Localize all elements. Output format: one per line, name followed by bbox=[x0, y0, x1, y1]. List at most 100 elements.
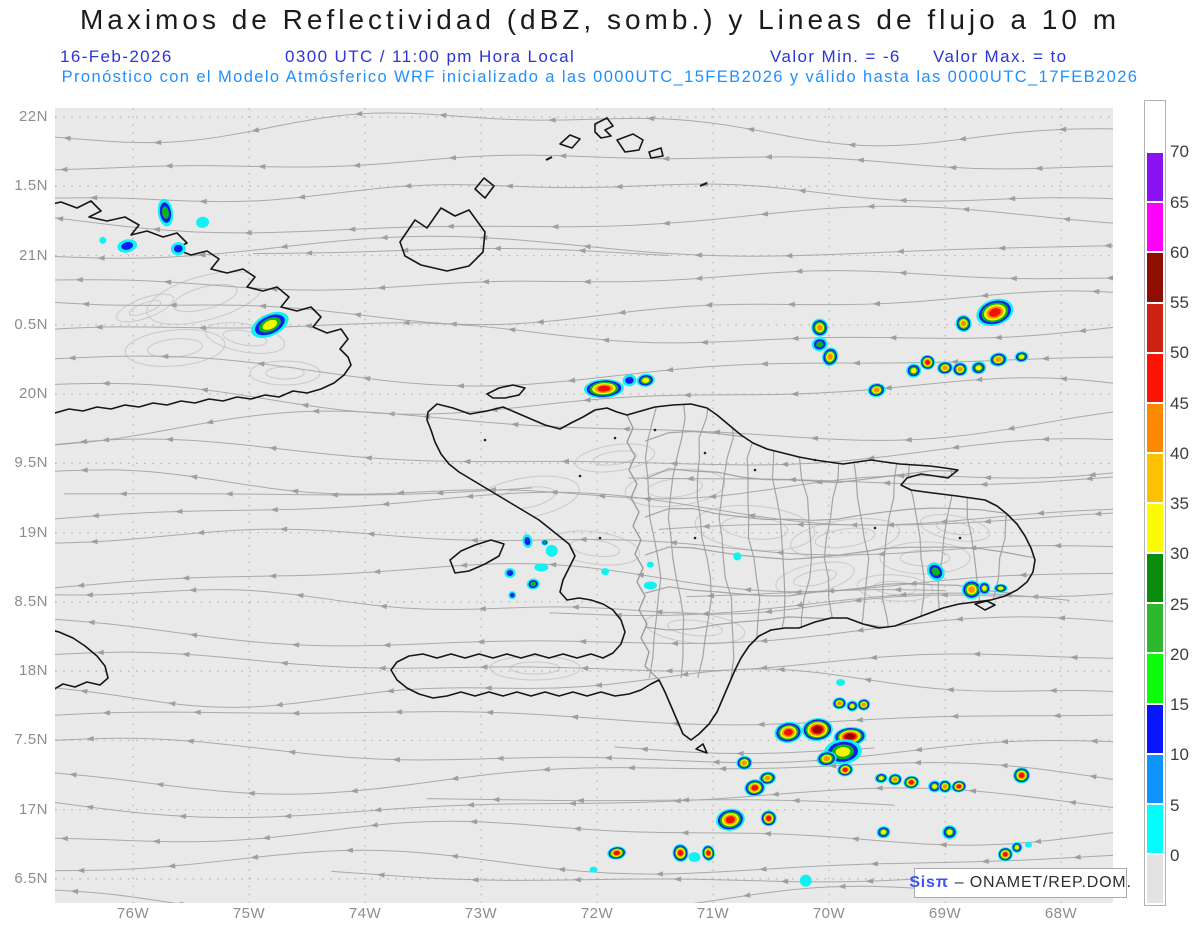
storm-cell bbox=[811, 337, 828, 352]
storm-cell bbox=[903, 775, 920, 789]
colorbar-tick-label: 25 bbox=[1170, 594, 1189, 614]
storm-cell bbox=[196, 216, 210, 228]
storm-cell bbox=[822, 347, 839, 367]
storm-cell bbox=[857, 698, 871, 711]
colorbar-tick-label: 60 bbox=[1170, 242, 1189, 262]
lat-tick-label: 19N bbox=[18, 523, 48, 541]
colorbar-cell bbox=[1147, 453, 1163, 502]
lon-tick-label: 68W bbox=[1044, 905, 1078, 922]
colorbar-cell bbox=[1147, 153, 1163, 202]
storm-cell bbox=[952, 362, 968, 377]
colorbar-cell bbox=[1147, 854, 1163, 903]
colorbar-cell bbox=[1147, 353, 1163, 402]
storm-cell bbox=[545, 544, 558, 557]
colorbar-tick-label: 15 bbox=[1170, 695, 1189, 714]
colorbar-cell bbox=[1147, 103, 1163, 152]
colorbar-tick-label: 30 bbox=[1170, 544, 1189, 564]
storm-cell bbox=[583, 379, 624, 399]
lat-tick-label: 20N bbox=[18, 385, 48, 403]
storm-cell bbox=[774, 721, 803, 743]
storm-cell bbox=[541, 539, 549, 546]
lon-tick-label: 72W bbox=[580, 905, 614, 922]
colorbar-cell bbox=[1147, 203, 1163, 252]
storm-cell bbox=[926, 562, 945, 581]
lon-tick-label: 73W bbox=[464, 905, 498, 922]
colorbar-cell bbox=[1147, 704, 1163, 753]
storm-cell bbox=[607, 846, 627, 860]
storm-cell bbox=[157, 198, 174, 227]
storm-cell bbox=[837, 763, 854, 777]
lon-tick-label: 76W bbox=[116, 905, 150, 922]
colorbar-cell bbox=[1147, 654, 1163, 703]
colorbar-tick-label: 45 bbox=[1170, 393, 1189, 413]
coastlines-layer bbox=[55, 117, 1036, 754]
storm-cell bbox=[938, 779, 952, 793]
storm-cell bbox=[701, 844, 715, 861]
lat-tick-label: 21N bbox=[18, 246, 48, 264]
streamlines-layer bbox=[55, 111, 1113, 903]
storm-cell bbox=[906, 363, 922, 378]
lat-tick-label: 6.5N bbox=[14, 869, 48, 887]
lon-tick-label: 70W bbox=[812, 905, 846, 922]
storm-cell bbox=[1025, 841, 1033, 848]
map-svg bbox=[55, 108, 1113, 903]
storm-cell bbox=[867, 382, 886, 398]
storm-cell bbox=[971, 361, 987, 375]
storm-cell bbox=[170, 242, 186, 256]
lon-tick-label: 75W bbox=[232, 905, 266, 922]
storm-cell bbox=[601, 568, 610, 576]
storm-cell bbox=[117, 239, 138, 253]
storm-cell bbox=[928, 780, 942, 793]
storm-cell bbox=[1013, 767, 1031, 784]
storm-cell bbox=[937, 361, 953, 375]
map-canvas bbox=[55, 108, 1113, 903]
storm-cell bbox=[715, 808, 745, 831]
storm-cell bbox=[508, 591, 517, 600]
issued-date: 16-Feb-2026 bbox=[60, 47, 173, 66]
lon-tick-label: 74W bbox=[348, 905, 382, 922]
storm-cell bbox=[989, 352, 1008, 367]
lat-tick-label: 17N bbox=[18, 800, 48, 818]
storm-cell bbox=[876, 826, 891, 839]
colorbar-tick-label: 40 bbox=[1170, 443, 1189, 463]
storm-cell bbox=[978, 581, 991, 595]
valor-max: Valor Max. = to bbox=[933, 47, 1068, 66]
storm-cell bbox=[622, 374, 637, 387]
storm-cell bbox=[997, 847, 1013, 862]
lat-tick-label: 8.5N bbox=[14, 592, 48, 610]
storm-cell bbox=[736, 755, 753, 770]
storm-cell bbox=[816, 751, 837, 767]
storm-cell bbox=[1014, 351, 1029, 363]
colorbar-tick-label: 65 bbox=[1170, 192, 1189, 212]
lon-tick-label: 69W bbox=[928, 905, 962, 922]
reflectivity-cells-layer bbox=[99, 198, 1033, 887]
storm-cell bbox=[955, 315, 972, 333]
storm-cell bbox=[643, 581, 657, 590]
colorbar-cell bbox=[1147, 754, 1163, 803]
watermark-text: – ONAMET/REP.DOM. bbox=[954, 874, 1132, 891]
storm-cell bbox=[976, 298, 1014, 327]
colorbar-cell bbox=[1147, 403, 1163, 452]
model-line: Pronóstico con el Modelo Atmósferico WRF… bbox=[61, 68, 1139, 86]
storm-cell bbox=[993, 583, 1008, 593]
storm-cell bbox=[759, 771, 776, 785]
storm-cell bbox=[942, 825, 958, 840]
lat-tick-label: 7.5N bbox=[14, 731, 48, 749]
lat-tick-label: 9.5N bbox=[14, 454, 48, 472]
lat-tick-label: 0.5N bbox=[14, 315, 48, 333]
storm-cell bbox=[99, 236, 107, 244]
colorbar-tick-label: 10 bbox=[1170, 745, 1189, 765]
storm-cell bbox=[636, 373, 655, 387]
storm-cell bbox=[874, 773, 888, 784]
storm-cell bbox=[688, 852, 701, 863]
watermark-brand: Sisπ bbox=[909, 874, 949, 891]
lat-tick-label: 18N bbox=[18, 662, 48, 680]
lat-tick-label: 22N bbox=[18, 108, 48, 125]
storm-cell bbox=[526, 578, 540, 590]
storm-cell bbox=[811, 318, 829, 337]
storm-cell bbox=[832, 697, 847, 710]
colorbar-tick-label: 55 bbox=[1170, 293, 1189, 312]
storm-cell bbox=[733, 552, 742, 561]
lon-tick-label: 71W bbox=[696, 905, 730, 922]
